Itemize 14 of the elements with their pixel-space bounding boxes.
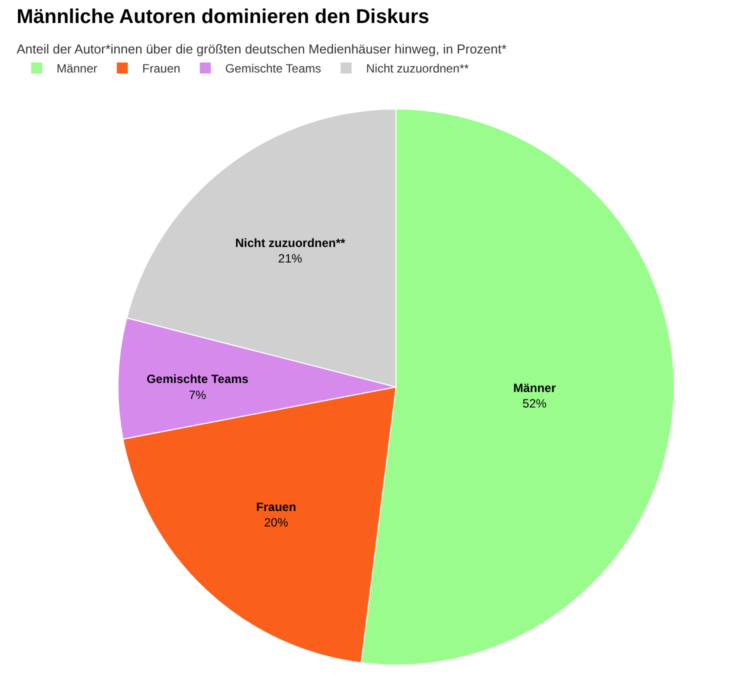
slice-label: Frauen	[256, 500, 296, 514]
slice-label: Nicht zuzuordnen**	[235, 236, 346, 250]
legend-label: Gemischte Teams	[225, 62, 322, 76]
data-label: 52%	[522, 396, 547, 411]
legend-label: Frauen	[142, 62, 180, 76]
chart-title: Männliche Autoren dominieren den Diskurs	[16, 6, 430, 28]
legend-label: Männer	[56, 62, 98, 76]
slice-label: Männer	[513, 380, 556, 395]
slice-label: Gemischte Teams	[146, 372, 249, 386]
legend-label: Nicht zuzuordnen**	[366, 62, 470, 76]
data-label: 21%	[278, 252, 303, 266]
data-label: 20%	[264, 515, 288, 530]
chart-subtitle: Anteil der Autor*innen über die größten deutschen Medienhäuser hinweg, in Prozent*	[16, 41, 507, 56]
data-label: 7%	[188, 388, 207, 402]
